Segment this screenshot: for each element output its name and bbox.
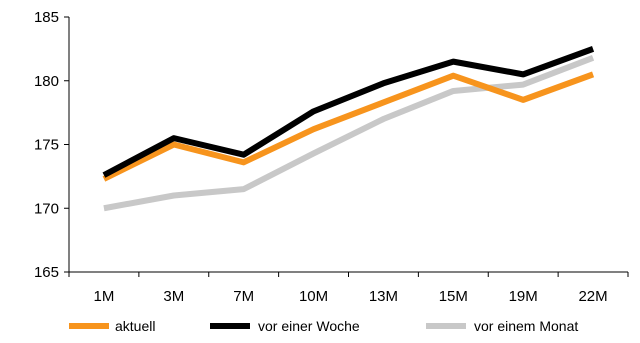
x-tick-label: 15M xyxy=(439,288,468,305)
x-tick-label: 1M xyxy=(94,288,115,305)
x-tick-label: 10M xyxy=(299,288,328,305)
legend-label-1: aktuell xyxy=(115,318,155,334)
legend-label-3: vor einem Monat xyxy=(474,318,578,334)
x-tick-label: 7M xyxy=(233,288,254,305)
x-tick-label: 19M xyxy=(509,288,538,305)
series-line-3 xyxy=(103,54,595,212)
y-tick-label: 180 xyxy=(34,73,59,90)
series-line-1 xyxy=(102,71,595,182)
x-tick-label: 13M xyxy=(369,288,398,305)
y-tick-label: 165 xyxy=(34,264,59,281)
legend: aktuell vor einer Woche vor einem Monat xyxy=(69,318,578,334)
y-tick-label: 170 xyxy=(34,200,59,217)
legend-label-2: vor einer Woche xyxy=(258,318,360,334)
y-tick-label: 185 xyxy=(34,9,59,26)
y-tick-label: 175 xyxy=(34,137,59,154)
x-tick-label: 3M xyxy=(163,288,184,305)
series-lines xyxy=(102,46,595,212)
x-tick-label: 22M xyxy=(578,288,607,305)
series-line-2 xyxy=(102,46,595,178)
axes: 165 170 175 180 185 1M 3M 7M 10M 13M 15M 19M 22M xyxy=(34,9,629,305)
